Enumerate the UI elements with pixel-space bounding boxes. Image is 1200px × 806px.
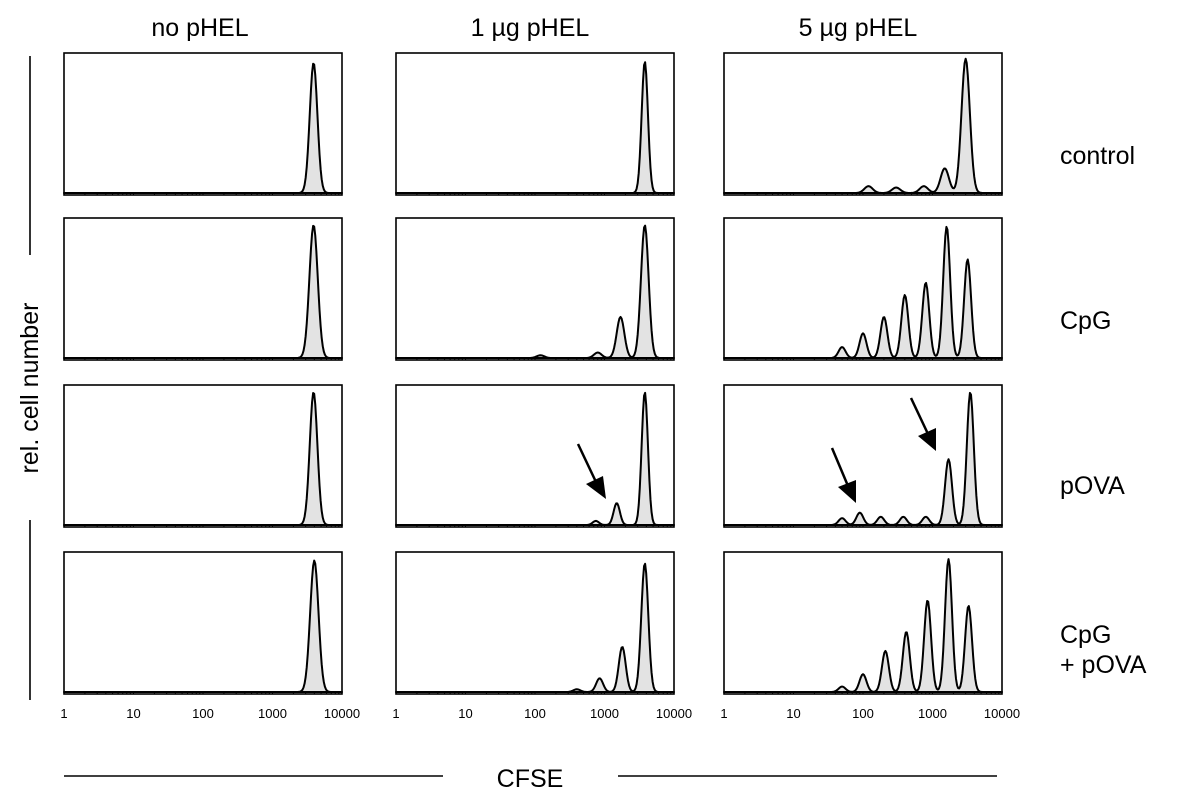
row-label-control: control <box>1060 142 1135 170</box>
histogram-curve <box>723 558 1003 693</box>
panel-frame <box>395 384 675 528</box>
row-label-pova: pOVA <box>1060 472 1125 500</box>
x-tick-label: 10 <box>786 706 800 721</box>
histogram-curve <box>395 61 675 194</box>
histogram-curve <box>395 391 675 526</box>
x-axis-label: CFSE <box>497 765 564 793</box>
panel-frame <box>395 551 675 695</box>
arrow-1ug-pova <box>576 443 606 499</box>
x-tick-label: 1000 <box>258 706 287 721</box>
histogram-curve <box>723 57 1003 194</box>
x-tick-label: 100 <box>524 706 546 721</box>
y-axis-label: rel. cell number <box>16 303 44 474</box>
panel-frame <box>395 52 675 196</box>
x-tick-label: 1 <box>720 706 727 721</box>
histogram-curve <box>395 224 675 359</box>
x-tick-label: 1000 <box>918 706 947 721</box>
x-tick-label: 1 <box>392 706 399 721</box>
panel-frame <box>723 551 1003 695</box>
histogram-curve <box>63 62 343 194</box>
histogram-curve <box>723 391 1003 526</box>
x-tick-label: 100 <box>852 706 874 721</box>
panel-frame <box>63 52 343 196</box>
x-tick-label: 10000 <box>324 706 360 721</box>
row-label-cpg-pova: CpG + pOVA <box>1060 621 1147 679</box>
x-tick-label: 10 <box>126 706 140 721</box>
panel-frame <box>63 551 343 695</box>
row-label-cpg: CpG <box>1060 307 1111 335</box>
x-tick-label: 10000 <box>984 706 1020 721</box>
column-header-no-phel: no pHEL <box>151 14 248 42</box>
x-tick-label: 10 <box>458 706 472 721</box>
row-label-cpg-pova-line: CpG <box>1060 621 1111 649</box>
panel-frame <box>395 217 675 361</box>
x-tick-label: 1 <box>60 706 67 721</box>
panel-frame <box>63 384 343 528</box>
x-tick-label: 1000 <box>590 706 619 721</box>
histogram-curve <box>63 392 343 526</box>
column-header-5ug-phel: 5 µg pHEL <box>799 14 918 42</box>
panel-frame <box>63 217 343 361</box>
x-tick-label: 10000 <box>656 706 692 721</box>
column-header-1ug-phel: 1 µg pHEL <box>471 14 590 42</box>
histogram-curve <box>63 559 343 693</box>
arrow-5ug-pova-high <box>909 397 936 451</box>
histogram-curve <box>723 225 1003 359</box>
arrow-5ug-pova-low <box>830 447 856 503</box>
histogram-curve <box>63 224 343 359</box>
panel-frame <box>723 384 1003 528</box>
x-tick-label: 100 <box>192 706 214 721</box>
histogram-curve <box>395 562 675 693</box>
row-label-cpg-pova-line: + pOVA <box>1060 651 1147 679</box>
